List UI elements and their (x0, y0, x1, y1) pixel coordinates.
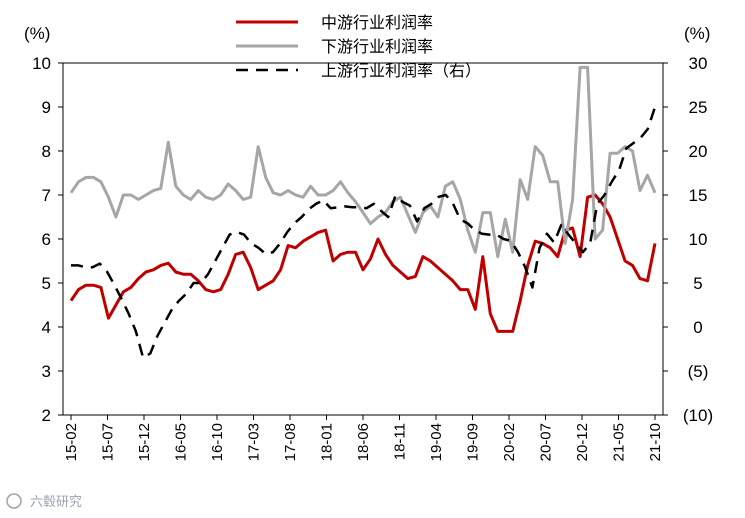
series-line-midstream (69, 193, 657, 333)
x-tick-label: 16-10 (209, 423, 226, 461)
x-tick-label: 17-03 (246, 423, 263, 461)
series-layer (69, 65, 657, 360)
watermark-text: 六毂研究 (30, 495, 82, 510)
x-tick-label: 19-04 (428, 423, 445, 461)
x-tick-label: 17-08 (282, 423, 299, 461)
left-tick-label: 4 (42, 318, 51, 337)
right-tick-label: 30 (689, 54, 708, 73)
legend-label-midstream: 中游行业利润率 (321, 13, 433, 32)
left-tick-label: 6 (42, 230, 51, 249)
right-tick-label: 20 (689, 142, 708, 161)
x-tick-label: 20-12 (574, 423, 591, 461)
right-tick-label: 0 (693, 318, 702, 337)
x-tick-label: 21-05 (611, 423, 628, 461)
left-tick-label: 9 (42, 98, 51, 117)
left-tick-label: 7 (42, 186, 51, 205)
watermark: 六毂研究 (6, 493, 82, 510)
left-tick-label: 8 (42, 142, 51, 161)
left-tick-label: 3 (42, 362, 51, 381)
left-tick-label: 10 (32, 54, 51, 73)
right-tick-label: (5) (688, 362, 709, 381)
x-tick-label: 19-09 (465, 423, 482, 461)
left-tick-label: 5 (42, 274, 51, 293)
x-tick-label: 18-01 (319, 423, 336, 461)
legend-label-upstream: 上游行业利润率（右） (321, 61, 481, 80)
legend: 中游行业利润率 下游行业利润率 上游行业利润率（右） (236, 13, 481, 80)
left-axis-unit: (%) (24, 24, 50, 43)
series-line-upstream (71, 106, 657, 360)
watermark-logo-icon (6, 493, 22, 509)
right-tick-label: 15 (689, 186, 708, 205)
right-tick-label: 10 (689, 230, 708, 249)
x-tick-label: 20-02 (501, 423, 518, 461)
left-tick-label: 2 (42, 406, 51, 425)
x-tick-label: 18-06 (355, 423, 372, 461)
x-tick-label: 15-02 (63, 423, 80, 461)
x-tick-label: 15-12 (136, 423, 153, 461)
x-tick-label: 15-07 (100, 423, 117, 461)
legend-label-downstream: 下游行业利润率 (321, 37, 433, 56)
x-tick-label: 21-10 (647, 423, 664, 461)
x-tick-label: 20-07 (538, 423, 555, 461)
right-tick-label: 25 (689, 98, 708, 117)
x-tick-label: 16-05 (173, 423, 190, 461)
series-line-downstream (69, 65, 657, 259)
right-tick-label: (10) (683, 406, 713, 425)
right-tick-label: 5 (693, 274, 702, 293)
axes-layer: 2 3 4 5 6 7 8 9 10 (10) (5) 0 5 10 15 20 25 30 15-02 15-07 1… (32, 54, 713, 461)
x-tick-label: 18-11 (392, 423, 409, 460)
right-axis-unit: (%) (684, 24, 710, 43)
